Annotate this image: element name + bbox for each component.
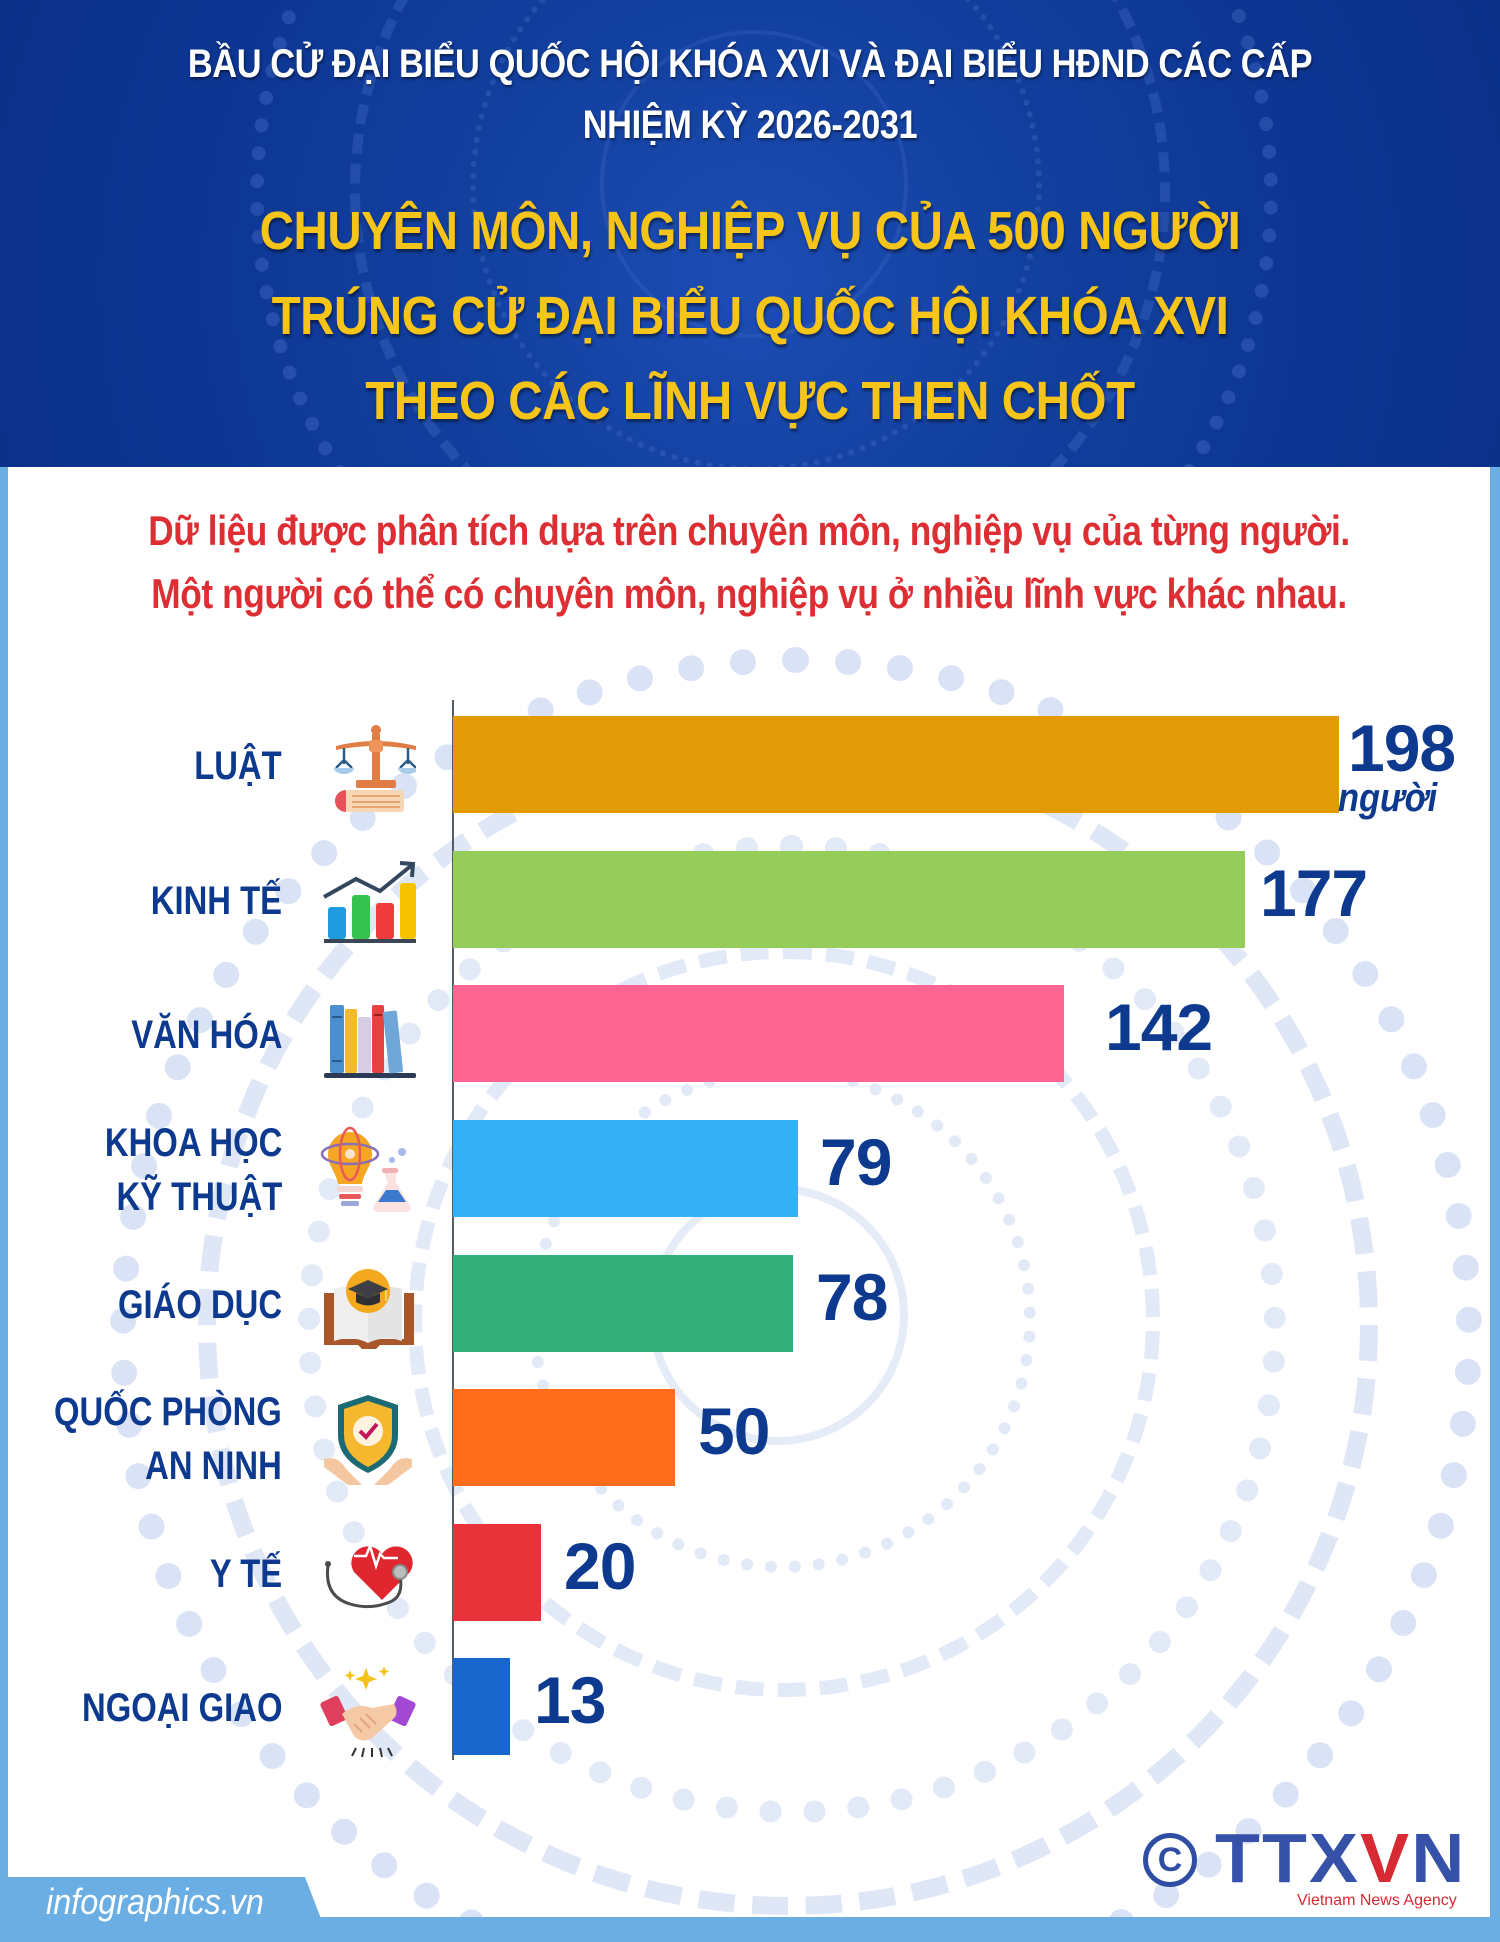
chart-row-culture: VĂN HÓA 142: [8, 985, 1490, 1085]
category-label: KHOA HỌC KỸ THUẬT: [105, 1120, 282, 1220]
chart-row-economy: KINH TẾ 177: [8, 851, 1490, 951]
scales-of-justice-icon: [334, 725, 416, 812]
bar-diplomacy: [453, 1658, 510, 1755]
handshake-icon: [320, 1666, 416, 1758]
chart-axis-line: [452, 700, 454, 1760]
category-label: QUỐC PHÒNG AN NINH: [54, 1389, 282, 1489]
value-label: 13: [534, 1663, 606, 1737]
bronze-drum-pattern: [350, 0, 1170, 467]
value-label: 79: [820, 1125, 892, 1199]
graduation-book-icon: [324, 1269, 414, 1349]
value-label: 50: [698, 1394, 770, 1468]
data-note-line-2: Một người có thể có chuyên môn, nghiệp v…: [151, 570, 1347, 617]
value-label: 142: [1105, 990, 1213, 1064]
ttxvn-logo: TTXVN: [1215, 1823, 1466, 1893]
atom-flask-icon: [320, 1126, 411, 1213]
category-label-text: Y TẾ: [209, 1552, 282, 1596]
site-link[interactable]: infographics.vn: [46, 1881, 264, 1922]
category-label-text: KHOA HỌC: [104, 1121, 282, 1165]
books-icon: [324, 1005, 416, 1078]
data-note-line-1: Dữ liệu được phân tích dựa trên chuyên m…: [148, 507, 1350, 554]
value-label: 177: [1260, 856, 1368, 930]
category-label-text: KINH TẾ: [150, 879, 282, 923]
bar-economy: [453, 851, 1245, 948]
bar-education: [453, 1255, 793, 1352]
bar-culture: [453, 985, 1064, 1082]
shield-hands-icon: [324, 1395, 412, 1485]
content-panel: Dữ liệu được phân tích dựa trên chuyên m…: [8, 467, 1490, 1917]
category-label: Y TẾ: [210, 1524, 282, 1624]
logo-text-v: V: [1360, 1819, 1412, 1897]
value-label: 78: [816, 1260, 888, 1334]
category-label: GIÁO DỤC: [118, 1255, 282, 1355]
chart-row-defense-security: QUỐC PHÒNG AN NINH 50: [8, 1389, 1490, 1489]
category-label: KINH TẾ: [151, 851, 282, 951]
supertitle-line-1: BẦU CỬ ĐẠI BIỂU QUỐC HỘI KHÓA XVI VÀ ĐẠI…: [187, 42, 1313, 86]
chart-row-science-tech: KHOA HỌC KỸ THUẬT 79: [8, 1120, 1490, 1220]
main-title-line-3: THEO CÁC LĨNH VỰC THEN CHỐT: [365, 371, 1135, 431]
growth-bar-chart-icon: [323, 861, 416, 943]
category-label-text: LUẬT: [194, 744, 282, 788]
bar-science-tech: [453, 1120, 798, 1217]
category-label-text: AN NINH: [145, 1444, 282, 1488]
category-label-text: KỸ THUẬT: [116, 1175, 282, 1219]
logo-text: TTX: [1215, 1819, 1361, 1897]
bronze-drum-pattern: [600, 30, 908, 338]
header-banner: BẦU CỬ ĐẠI BIỂU QUỐC HỘI KHÓA XVI VÀ ĐẠI…: [0, 0, 1500, 467]
chart-row-health: Y TẾ 20: [8, 1524, 1490, 1624]
category-label-text: VĂN HÓA: [130, 1013, 282, 1057]
value-label: 20: [564, 1529, 636, 1603]
category-label-text: GIÁO DỤC: [118, 1283, 282, 1327]
chart-row-education: GIÁO DỤC 78: [8, 1255, 1490, 1355]
bar-defense-security: [453, 1389, 675, 1486]
value-label: 198: [1348, 711, 1456, 785]
bar-health: [453, 1524, 541, 1621]
category-label-text: NGOẠI GIAO: [81, 1686, 282, 1730]
footer-site-tab: [0, 1877, 330, 1942]
bar-law: [453, 716, 1339, 813]
logo-text-n: N: [1411, 1819, 1467, 1897]
main-title-line-2: TRÚNG CỬ ĐẠI BIỂU QUỐC HỘI KHÓA XVI: [271, 286, 1229, 346]
unit-label: người: [1338, 776, 1438, 820]
category-label-text: QUỐC PHÒNG: [54, 1390, 282, 1434]
main-title-line-1: CHUYÊN MÔN, NGHIỆP VỤ CỦA 500 NGƯỜI: [259, 201, 1241, 261]
chart-row-diplomacy: NGOẠI GIAO 13: [8, 1658, 1490, 1758]
category-label: LUẬT: [195, 716, 282, 816]
agency-tagline: Vietnam News Agency: [1297, 1892, 1457, 1909]
category-label: NGOẠI GIAO: [82, 1658, 282, 1758]
category-label: VĂN HÓA: [131, 985, 282, 1085]
chart-row-law: LUẬT 198 người: [8, 711, 1490, 820]
heart-stethoscope-icon: [325, 1542, 413, 1609]
supertitle-line-2: NHIỆM KỲ 2026-2031: [582, 103, 918, 147]
copyright-icon: C: [1143, 1833, 1197, 1887]
